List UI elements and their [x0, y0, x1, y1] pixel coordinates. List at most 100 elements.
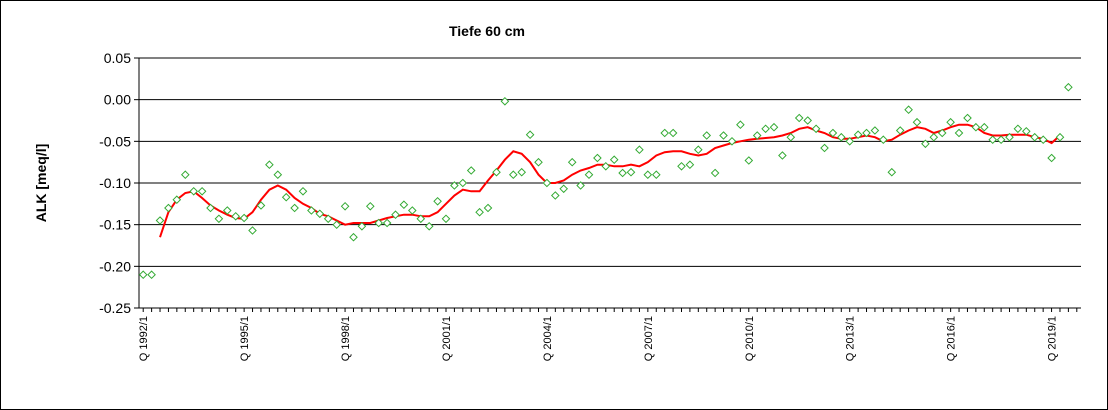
data-point	[635, 145, 644, 155]
data-point	[904, 105, 913, 115]
data-point	[702, 131, 712, 140]
gridlines	[139, 57, 1081, 267]
data-point	[517, 167, 527, 177]
data-point	[836, 132, 846, 142]
data-point	[492, 167, 501, 177]
data-point	[222, 206, 232, 215]
data-point	[155, 216, 165, 225]
data-point	[391, 210, 400, 220]
data-point	[357, 221, 367, 231]
data-point	[290, 203, 299, 213]
data-point	[332, 220, 342, 230]
data-point	[963, 113, 972, 123]
x-tick-label: Q 2001/1	[441, 316, 453, 361]
data-point	[1013, 124, 1023, 134]
data-point	[559, 184, 569, 194]
data-point	[458, 178, 468, 188]
data-point	[778, 151, 787, 160]
data-point	[853, 130, 863, 140]
chart-title: Tiefe 60 cm	[449, 23, 525, 39]
data-point	[584, 170, 594, 180]
data-point	[946, 117, 955, 127]
data-point	[979, 122, 989, 132]
data-point	[214, 214, 224, 224]
data-point	[668, 128, 678, 138]
data-point	[803, 116, 813, 125]
data-point	[433, 196, 442, 206]
data-point	[534, 157, 543, 167]
data-point	[323, 214, 333, 224]
data-point	[929, 132, 939, 142]
data-point	[618, 168, 627, 178]
data-point	[399, 200, 409, 210]
x-tick-label: Q 1998/1	[340, 316, 352, 361]
x-tick-label: Q 2004/1	[542, 316, 554, 361]
y-tick-label: 0.05	[104, 50, 131, 66]
data-point	[466, 166, 476, 175]
smoothed-line-series	[159, 123, 1061, 238]
y-tick-label: 0.00	[104, 92, 131, 108]
data-point	[811, 124, 821, 134]
data-point	[382, 218, 392, 228]
y-axis-label: ALK [meq/l]	[33, 144, 49, 223]
data-point	[407, 206, 417, 215]
data-point	[761, 124, 770, 134]
data-point	[794, 113, 804, 123]
y-tick-label: -0.25	[99, 300, 131, 316]
data-point	[542, 178, 552, 188]
data-point	[744, 156, 754, 165]
y-tick-label: -0.10	[99, 175, 131, 191]
data-point	[239, 213, 249, 223]
data-point	[786, 132, 796, 142]
data-point	[206, 203, 215, 213]
x-tick-labels: Q 1992/1 Q 1995/1 Q 1998/1 Q 2001/1 Q 2004/1…	[138, 316, 1058, 361]
data-point	[441, 214, 451, 224]
data-point	[719, 131, 728, 140]
data-point	[550, 191, 560, 200]
x-tick-label: Q 2019/1	[1047, 316, 1059, 361]
data-point	[1021, 126, 1031, 136]
data-point	[643, 170, 653, 180]
data-point	[878, 135, 888, 145]
data-point	[921, 139, 930, 149]
y-tick-label: -0.15	[99, 217, 131, 233]
data-point	[937, 128, 947, 138]
data-point	[660, 128, 670, 138]
y-tick-labels: 0.05 0.00 -0.05 -0.10 -0.15 -0.20 -0.25	[99, 50, 131, 316]
data-point	[651, 170, 661, 180]
scatter-point-series	[138, 82, 1073, 280]
data-point	[1055, 132, 1065, 142]
data-point	[887, 167, 897, 177]
data-point	[365, 201, 375, 211]
data-point	[307, 206, 316, 215]
data-point	[508, 170, 518, 180]
data-point	[870, 126, 880, 135]
data-point	[1064, 82, 1073, 92]
data-point	[693, 145, 703, 155]
data-point	[164, 203, 173, 213]
data-point	[601, 161, 611, 171]
data-point	[231, 211, 241, 221]
data-point	[862, 128, 871, 138]
x-tick-label: Q 2013/1	[845, 316, 857, 361]
data-point	[845, 136, 855, 146]
data-point	[593, 153, 602, 163]
data-point	[736, 120, 745, 130]
data-point	[609, 155, 619, 165]
data-point	[138, 270, 148, 280]
data-point	[567, 157, 577, 167]
data-point	[752, 131, 762, 140]
data-point	[1038, 135, 1048, 145]
data-point	[820, 143, 829, 153]
data-point	[416, 214, 426, 224]
data-point	[1047, 153, 1056, 163]
data-point	[475, 207, 484, 217]
x-tick-label: Q 1992/1	[138, 316, 150, 361]
x-tick-label: Q 2010/1	[744, 316, 756, 361]
data-point	[685, 160, 695, 170]
data-point	[710, 168, 720, 178]
data-point	[996, 135, 1006, 145]
x-tick-label: Q 1995/1	[239, 316, 251, 361]
data-point	[256, 201, 266, 210]
